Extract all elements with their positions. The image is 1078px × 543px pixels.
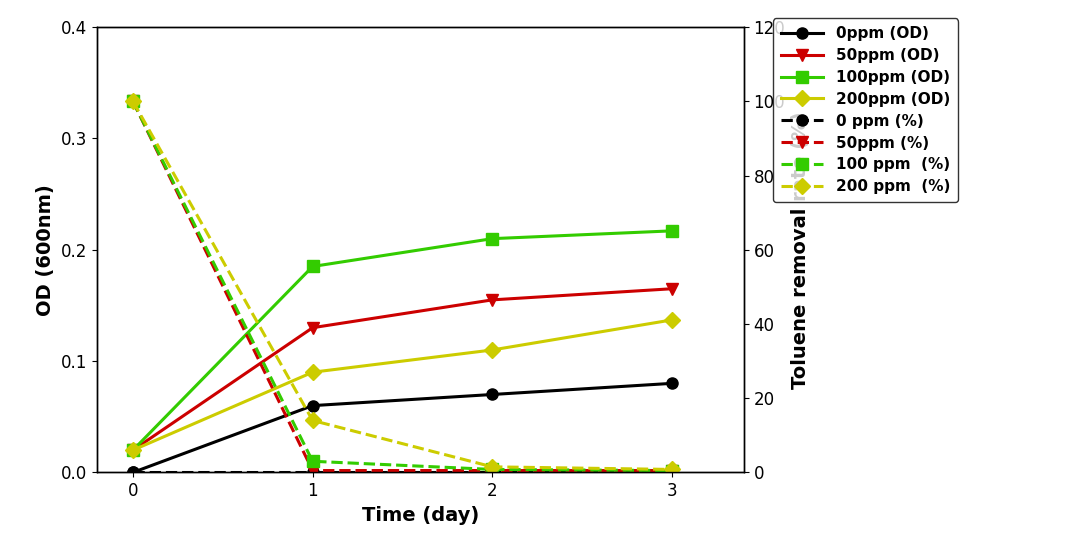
Legend: 0ppm (OD), 50ppm (OD), 100ppm (OD), 200ppm (OD), 0 ppm (%), 50ppm (%), 100 ppm  : 0ppm (OD), 50ppm (OD), 100ppm (OD), 200p… (773, 18, 957, 202)
Y-axis label: Toluene removal rate (%): Toluene removal rate (%) (791, 111, 810, 389)
X-axis label: Time (day): Time (day) (362, 506, 479, 525)
Y-axis label: OD (600nm): OD (600nm) (37, 184, 55, 315)
